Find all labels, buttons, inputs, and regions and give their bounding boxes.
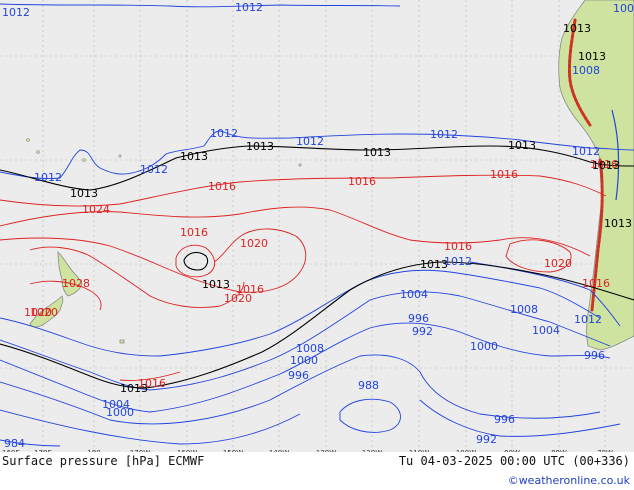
isobar-label: 1016 [348, 175, 376, 188]
isobar-label: 1012 [574, 313, 602, 326]
isobar-984 [0, 439, 61, 447]
isobar-label: 1004 [400, 288, 428, 301]
isobars-high [0, 174, 607, 381]
isobar-label: 1016 [208, 180, 236, 193]
isobar-1024 [29, 246, 245, 308]
isobar-label: 1020 [240, 237, 268, 250]
isobar-label: 1013 [578, 50, 606, 63]
ocean-area [0, 0, 634, 452]
isobar-label: 1013 [246, 140, 274, 153]
isobar-label: 1028 [62, 277, 90, 290]
map-title: Surface pressure [hPa] ECMWF [2, 454, 204, 468]
isobar-label: 1020 [544, 257, 572, 270]
isobar-label: 1013 [120, 382, 148, 395]
isobar-label: 1016 [180, 226, 208, 239]
isobar-label: 1004 [532, 324, 560, 337]
isobars-mid [0, 145, 634, 389]
isobar-label: 1000 [290, 354, 318, 367]
isobar-label: 996 [408, 312, 429, 325]
isobar-988 [339, 398, 401, 433]
isobar-1024-loop [175, 244, 215, 278]
isobar-label: 1000 [106, 406, 134, 419]
isobar-label: 1012 [444, 255, 472, 268]
isobar-992 [0, 399, 621, 445]
isobar-1012-north [0, 3, 401, 8]
isobar-label: 1012 [235, 1, 263, 14]
isobar-label: 1016 [444, 240, 472, 253]
island [298, 163, 302, 167]
isobar-label: 1016 [582, 277, 610, 290]
isobar-label: 1013 [563, 22, 591, 35]
isobar-label: 996 [584, 349, 605, 362]
island [82, 158, 86, 162]
isobar-label: 1024 [82, 203, 110, 216]
footer-band [0, 452, 634, 490]
isobar-label: 988 [358, 379, 379, 392]
isobar-label: 1013 [420, 258, 448, 271]
isobar-1004 [0, 291, 611, 391]
isobar-1013-south [0, 261, 634, 389]
isobar-label: 100 [613, 2, 634, 15]
isobar-996 [0, 354, 601, 425]
isobar-label: 996 [494, 413, 515, 426]
chatham-island [119, 339, 125, 344]
isobar-1020-east [505, 239, 572, 273]
new-zealand-south-island [29, 295, 64, 328]
isobar-1020 [0, 228, 307, 293]
isobar-1016-tail [119, 371, 181, 381]
isobar-label: 1004 [102, 398, 130, 411]
isobar-label: 1008 [510, 303, 538, 316]
isobar-1016-outer [0, 206, 591, 257]
isobar-label: 1012 [572, 145, 600, 158]
isobar-1028-core [183, 251, 209, 271]
isobar-label: 1012 [430, 128, 458, 141]
isobar-1013-north [0, 145, 634, 191]
isobar-label: 1016 [236, 283, 264, 296]
isobar-label: 1020 [30, 306, 58, 319]
isobar-label: 992 [412, 325, 433, 338]
isobar-1028 [29, 280, 102, 311]
isobar-label: 1013 [180, 150, 208, 163]
isobar-label: 1013 [604, 217, 632, 230]
isobar-label: 1016 [490, 168, 518, 181]
isobar-label: 1013 [508, 139, 536, 152]
andes-terrain [568, 18, 620, 312]
valid-time: Tu 04-03-2025 00:00 UTC (00+336) [399, 454, 630, 468]
isobar-label: 1000 [470, 340, 498, 353]
isobar-label: 1008 [296, 342, 324, 355]
isobar-label: 1012 [210, 127, 238, 140]
isobar-1008 [0, 269, 601, 357]
island [36, 150, 40, 154]
isobar-label: 992 [476, 433, 497, 446]
isobar-label: 1012 [296, 135, 324, 148]
isobar-label: 1012 [2, 6, 30, 19]
isobar-label: 1013 [592, 159, 620, 172]
isobars-high-inner [183, 251, 209, 271]
isobar-1012 [0, 130, 634, 179]
isobar-label: 1016 [590, 158, 618, 171]
isobar-1000 [0, 322, 611, 413]
isobar-label: 1020 [24, 306, 52, 319]
isobar-label: 1008 [572, 64, 600, 77]
credit-link[interactable]: ©weatheronline.co.uk [508, 474, 631, 487]
isobar-label: 1020 [224, 292, 252, 305]
isobar-label: 1013 [363, 146, 391, 159]
island [26, 138, 30, 142]
isobar-label: 1016 [138, 377, 166, 390]
isobar-label: 1012 [140, 163, 168, 176]
isobar-1016 [0, 174, 607, 207]
isobar-label: 996 [288, 369, 309, 382]
island [118, 154, 122, 158]
isobar-label: 1012 [34, 171, 62, 184]
pacific-islands [26, 138, 302, 167]
isobar-label: 1013 [70, 187, 98, 200]
isobar-label: 1013 [202, 278, 230, 291]
isobar-label: 984 [4, 437, 25, 450]
